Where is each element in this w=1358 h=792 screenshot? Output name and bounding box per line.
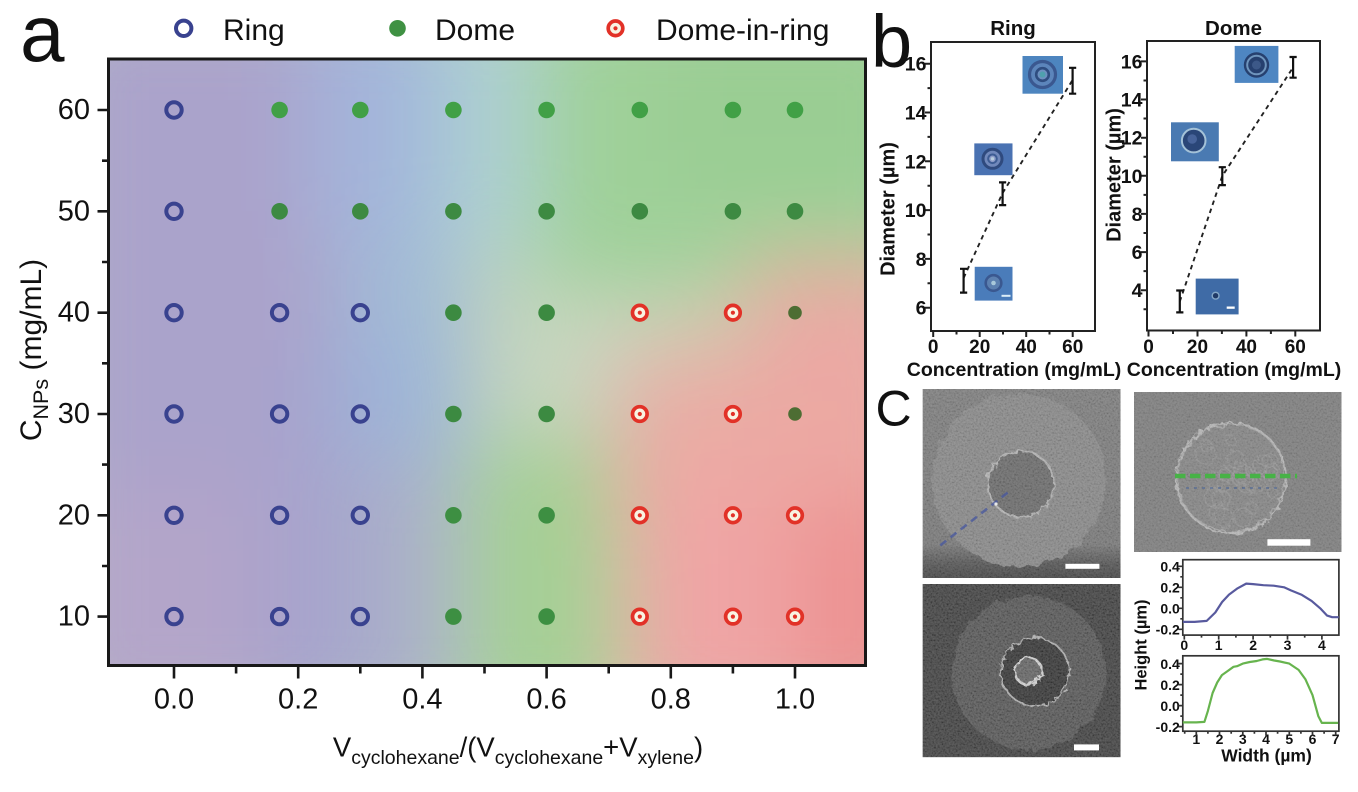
svg-text:0.0: 0.0: [1160, 601, 1180, 617]
svg-text:Diameter (µm): Diameter (µm): [878, 142, 900, 276]
svg-text:20: 20: [58, 499, 90, 531]
svg-text:30: 30: [58, 398, 90, 430]
svg-text:14: 14: [905, 103, 927, 125]
svg-text:-0.2: -0.2: [1156, 719, 1180, 735]
svg-text:7: 7: [1332, 731, 1340, 747]
svg-text:Ring: Ring: [223, 14, 285, 47]
svg-text:Ring: Ring: [990, 17, 1036, 40]
svg-text:0: 0: [1143, 337, 1154, 358]
svg-text:10: 10: [58, 601, 90, 633]
svg-text:6: 6: [1132, 242, 1143, 264]
svg-text:a: a: [20, 0, 65, 78]
svg-text:4: 4: [1318, 637, 1326, 653]
svg-text:40: 40: [1236, 337, 1257, 358]
svg-text:0.4: 0.4: [402, 684, 442, 716]
svg-text:8: 8: [916, 249, 927, 271]
svg-text:Concentration (mg/mL): Concentration (mg/mL): [1127, 359, 1342, 381]
svg-text:0.2: 0.2: [278, 684, 318, 716]
svg-text:40: 40: [1016, 337, 1037, 358]
svg-text:0.8: 0.8: [651, 684, 691, 716]
svg-text:12: 12: [1121, 128, 1143, 150]
svg-text:1: 1: [1192, 731, 1200, 747]
svg-text:CNPs (mg/mL): CNPs (mg/mL): [15, 259, 53, 441]
svg-text:Concentration (mg/mL): Concentration (mg/mL): [907, 359, 1122, 381]
svg-text:16: 16: [1121, 51, 1143, 73]
svg-text:Width (µm): Width (µm): [1221, 746, 1312, 766]
svg-text:12: 12: [905, 151, 927, 173]
svg-text:14: 14: [1121, 90, 1143, 112]
svg-text:20: 20: [1187, 337, 1208, 358]
svg-text:1: 1: [1215, 637, 1223, 653]
svg-text:4: 4: [1262, 731, 1270, 747]
svg-text:C: C: [876, 381, 912, 437]
svg-text:16: 16: [905, 54, 927, 76]
svg-text:10: 10: [905, 200, 927, 222]
svg-text:-0.2: -0.2: [1156, 622, 1180, 638]
svg-text:Height (µm): Height (µm): [1133, 599, 1151, 690]
svg-text:1.0: 1.0: [775, 684, 815, 716]
svg-text:60: 60: [58, 94, 90, 126]
svg-text:Diameter (µm): Diameter (µm): [1104, 108, 1126, 242]
svg-text:0.0: 0.0: [154, 684, 194, 716]
svg-text:b: b: [871, 0, 912, 83]
svg-text:0.4: 0.4: [1160, 559, 1180, 575]
svg-text:0: 0: [928, 337, 939, 358]
svg-text:10: 10: [1121, 166, 1143, 188]
svg-text:6: 6: [916, 298, 927, 320]
svg-text:0.0: 0.0: [1160, 698, 1180, 714]
svg-text:40: 40: [58, 297, 90, 329]
svg-text:60: 60: [1285, 337, 1306, 358]
svg-text:60: 60: [1062, 337, 1083, 358]
svg-text:Dome-in-ring: Dome-in-ring: [656, 14, 829, 47]
svg-text:0: 0: [1180, 637, 1188, 653]
svg-text:Dome: Dome: [435, 14, 515, 47]
svg-text:0.2: 0.2: [1160, 580, 1180, 596]
svg-text:Dome: Dome: [1205, 17, 1262, 40]
svg-text:3: 3: [1239, 731, 1247, 747]
svg-text:0.2: 0.2: [1160, 677, 1180, 693]
svg-text:2: 2: [1249, 637, 1257, 653]
svg-text:50: 50: [58, 195, 90, 227]
svg-text:3: 3: [1284, 637, 1292, 653]
svg-text:20: 20: [969, 337, 990, 358]
svg-text:0.4: 0.4: [1160, 656, 1180, 672]
svg-text:5: 5: [1285, 731, 1293, 747]
svg-text:8: 8: [1132, 204, 1143, 226]
svg-text:Vcyclohexane/(Vcyclohexane+Vxy: Vcyclohexane/(Vcyclohexane+Vxylene): [333, 732, 703, 770]
svg-text:6: 6: [1309, 731, 1317, 747]
svg-text:2: 2: [1216, 731, 1224, 747]
svg-text:4: 4: [1132, 280, 1143, 302]
svg-text:0.6: 0.6: [526, 684, 566, 716]
